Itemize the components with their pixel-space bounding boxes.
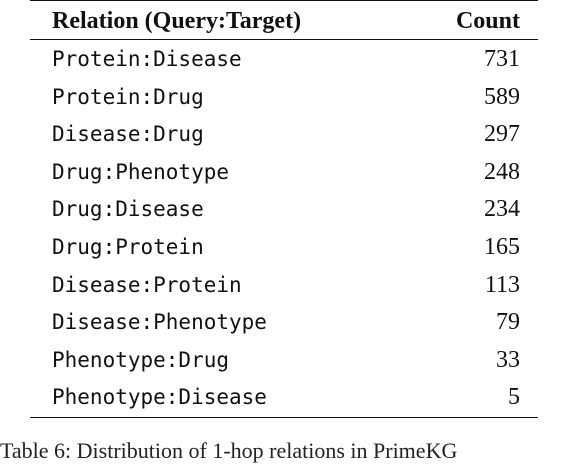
table-row: Drug:Phenotype 248: [30, 154, 538, 192]
table-row: Phenotype:Disease 5: [30, 379, 538, 417]
relation-cell: Phenotype:Disease: [52, 385, 267, 410]
relation-cell: Drug:Protein: [52, 234, 204, 259]
relation-cell: Disease:Drug: [52, 122, 204, 147]
count-cell: 234: [484, 196, 520, 223]
table-row: Protein:Disease 731: [30, 41, 538, 79]
table-body: Protein:Disease 731 Protein:Drug 589 Dis…: [30, 41, 538, 417]
relation-cell: Drug:Disease: [52, 197, 204, 222]
table-bottom-rule: [30, 417, 538, 418]
header-relation: Relation (Query:Target): [52, 8, 302, 34]
table-top-rule: [30, 0, 538, 1]
relation-cell: Disease:Protein: [52, 272, 242, 297]
relation-cell: Disease:Phenotype: [52, 310, 267, 335]
count-cell: 297: [484, 121, 520, 148]
relation-cell: Phenotype:Drug: [52, 347, 230, 372]
relation-cell: Drug:Phenotype: [52, 159, 230, 184]
count-cell: 248: [484, 158, 520, 185]
relation-cell: Protein:Drug: [52, 84, 204, 109]
count-cell: 589: [484, 83, 520, 110]
count-cell: 165: [484, 233, 520, 260]
relation-cell: Protein:Disease: [52, 47, 242, 71]
table-row: Phenotype:Drug 33: [30, 342, 538, 380]
table-row: Drug:Protein 165: [30, 229, 538, 267]
table-caption: Table 6: Distribution of 1-hop relations…: [0, 438, 458, 463]
count-cell: 79: [496, 309, 520, 336]
table-row: Disease:Phenotype 79: [30, 304, 538, 342]
table-row: Disease:Protein 113: [30, 267, 538, 305]
table-row: Disease:Drug 297: [30, 116, 538, 154]
count-cell: 5: [508, 384, 520, 411]
header-count: Count: [455, 8, 520, 34]
count-cell: 731: [484, 46, 520, 72]
table-header-rule: [30, 39, 538, 40]
table-row: Drug:Disease 234: [30, 191, 538, 229]
count-cell: 113: [484, 271, 520, 298]
count-cell: 33: [496, 346, 520, 373]
table-header-row: Relation (Query:Target) Count: [30, 4, 538, 38]
table-row: Protein:Drug 589: [30, 79, 538, 117]
